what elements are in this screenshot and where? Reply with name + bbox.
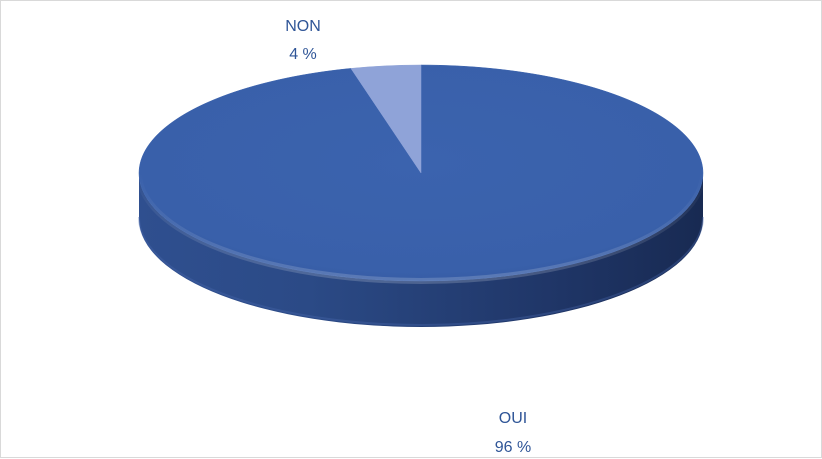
- pie-labels-group: OUI 96 % NON 4 %: [285, 18, 531, 456]
- data-label-category-oui: OUI: [499, 410, 527, 427]
- pie-side-rim: [138, 216, 704, 326]
- data-label-category-non: NON: [285, 18, 321, 35]
- data-label-value-oui: 96 %: [495, 439, 531, 456]
- pie-top-rim: [136, 172, 706, 284]
- pie-side-wall: [139, 173, 703, 327]
- pie-side-group: [138, 173, 704, 327]
- pie-slice-non: [350, 64, 422, 174]
- data-label-value-non: 4 %: [289, 46, 317, 63]
- pie-top-group: [136, 64, 706, 284]
